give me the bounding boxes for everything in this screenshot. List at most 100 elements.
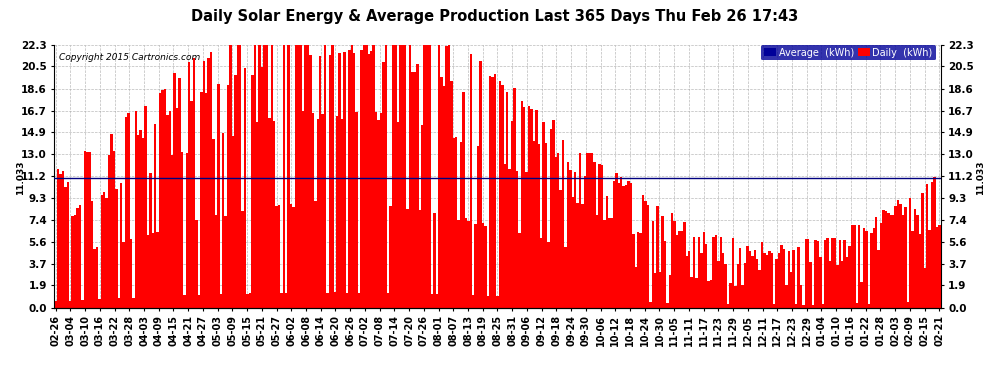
Bar xyxy=(693,237,695,308)
Bar xyxy=(659,272,661,308)
Bar xyxy=(282,45,285,308)
Bar xyxy=(822,304,824,307)
Bar xyxy=(242,211,244,308)
Bar xyxy=(399,45,402,308)
Bar xyxy=(181,152,183,308)
Bar xyxy=(812,304,814,307)
Bar xyxy=(899,204,902,308)
Bar xyxy=(472,296,474,307)
Bar xyxy=(790,272,792,308)
Bar xyxy=(499,81,501,308)
Bar xyxy=(615,173,618,308)
Bar xyxy=(251,75,253,307)
Bar xyxy=(130,239,132,308)
Bar xyxy=(890,215,892,308)
Bar xyxy=(362,45,365,308)
Bar xyxy=(185,153,188,308)
Bar xyxy=(919,234,921,308)
Bar xyxy=(751,256,753,307)
Bar xyxy=(426,45,429,308)
Bar xyxy=(253,45,256,308)
Bar xyxy=(926,184,929,308)
Bar xyxy=(797,247,800,308)
Bar xyxy=(598,164,601,308)
Bar xyxy=(443,86,446,308)
Bar xyxy=(523,107,526,308)
Bar xyxy=(336,116,339,308)
Bar xyxy=(559,190,561,308)
Bar xyxy=(108,155,110,308)
Legend: Average  (kWh), Daily  (kWh): Average (kWh), Daily (kWh) xyxy=(761,45,936,60)
Bar xyxy=(256,122,258,308)
Bar xyxy=(640,234,642,308)
Bar xyxy=(561,140,564,308)
Bar xyxy=(872,228,875,308)
Bar xyxy=(69,300,71,307)
Bar xyxy=(244,68,247,308)
Bar xyxy=(586,153,588,308)
Bar xyxy=(904,207,907,308)
Bar xyxy=(486,296,489,307)
Bar xyxy=(912,231,914,308)
Bar xyxy=(367,54,370,307)
Bar xyxy=(756,260,758,308)
Bar xyxy=(725,264,727,308)
Bar xyxy=(215,215,217,308)
Bar xyxy=(300,45,302,308)
Bar xyxy=(346,293,348,308)
Bar xyxy=(322,114,324,308)
Bar xyxy=(365,45,367,308)
Bar xyxy=(210,52,212,308)
Bar xyxy=(547,242,549,308)
Bar xyxy=(686,255,688,308)
Bar xyxy=(914,210,916,308)
Bar xyxy=(916,215,919,308)
Bar xyxy=(805,239,807,308)
Bar xyxy=(654,273,656,308)
Text: 11.033: 11.033 xyxy=(16,160,26,195)
Bar xyxy=(668,275,671,308)
Bar xyxy=(416,64,419,308)
Bar xyxy=(137,135,140,308)
Bar xyxy=(540,238,543,308)
Bar xyxy=(763,252,765,308)
Bar xyxy=(120,183,123,308)
Bar xyxy=(673,221,676,308)
Bar xyxy=(554,158,557,308)
Bar xyxy=(151,233,154,308)
Bar xyxy=(489,76,491,308)
Bar xyxy=(176,108,178,307)
Bar xyxy=(319,56,322,308)
Bar xyxy=(339,53,341,307)
Bar xyxy=(882,210,885,308)
Bar xyxy=(154,124,156,308)
Bar xyxy=(392,45,394,308)
Bar xyxy=(402,45,404,308)
Bar xyxy=(671,213,673,308)
Bar xyxy=(850,225,853,308)
Bar xyxy=(566,162,569,308)
Bar xyxy=(380,113,382,308)
Text: Daily Solar Energy & Average Production Last 365 Days Thu Feb 26 17:43: Daily Solar Energy & Average Production … xyxy=(191,9,799,24)
Bar xyxy=(198,295,200,307)
Bar xyxy=(885,211,887,308)
Bar xyxy=(584,176,586,308)
Bar xyxy=(212,138,215,308)
Bar xyxy=(329,55,332,308)
Bar xyxy=(642,195,644,308)
Bar xyxy=(819,256,822,307)
Bar xyxy=(620,177,623,308)
Bar xyxy=(334,292,336,308)
Bar xyxy=(88,152,91,308)
Bar xyxy=(344,53,346,308)
Bar xyxy=(447,45,450,308)
Bar xyxy=(681,231,683,308)
Bar xyxy=(613,182,615,308)
Bar xyxy=(848,246,850,308)
Bar xyxy=(314,201,317,308)
Bar xyxy=(64,188,66,308)
Bar xyxy=(663,241,666,308)
Bar xyxy=(464,217,467,308)
Bar xyxy=(700,254,703,308)
Bar xyxy=(74,214,76,308)
